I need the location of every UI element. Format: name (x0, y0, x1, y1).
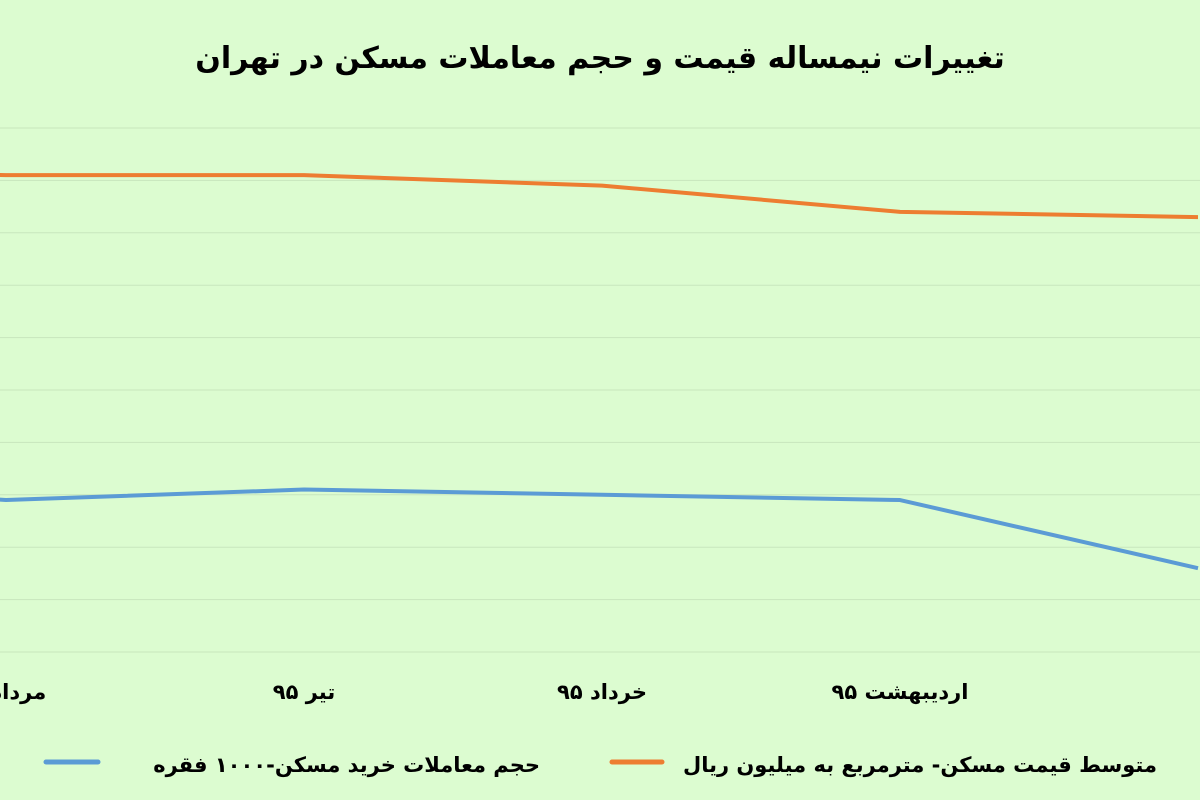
x-axis-tick-labels: اردیبهشت ۹۵ خرداد ۹۵ تیر ۹۵ مرداد۹۵ (0, 680, 968, 704)
chart-title: تغییرات نیمساله قیمت و حجم معاملات مسکن … (195, 41, 1005, 76)
legend-label-price: متوسط قیمت مسکن- مترمربع به میلیون ریال (683, 753, 1157, 777)
series-lines (0, 173, 1199, 571)
x-tick-label: خرداد ۹۵ (557, 680, 647, 704)
x-tick-label: اردیبهشت ۹۵ (832, 680, 969, 704)
gridlines (0, 127, 1200, 653)
series-line-0 (0, 487, 1199, 571)
x-tick-label: مرداد۹۵ (0, 680, 46, 704)
legend-label-transactions: حجم معاملات خرید مسکن-۱۰۰۰ فقره (153, 753, 540, 777)
series-line-1 (0, 173, 1199, 220)
x-tick-label: تیر ۹۵ (273, 680, 335, 704)
legend: حجم معاملات خرید مسکن-۱۰۰۰ فقره متوسط قی… (43, 753, 1157, 777)
